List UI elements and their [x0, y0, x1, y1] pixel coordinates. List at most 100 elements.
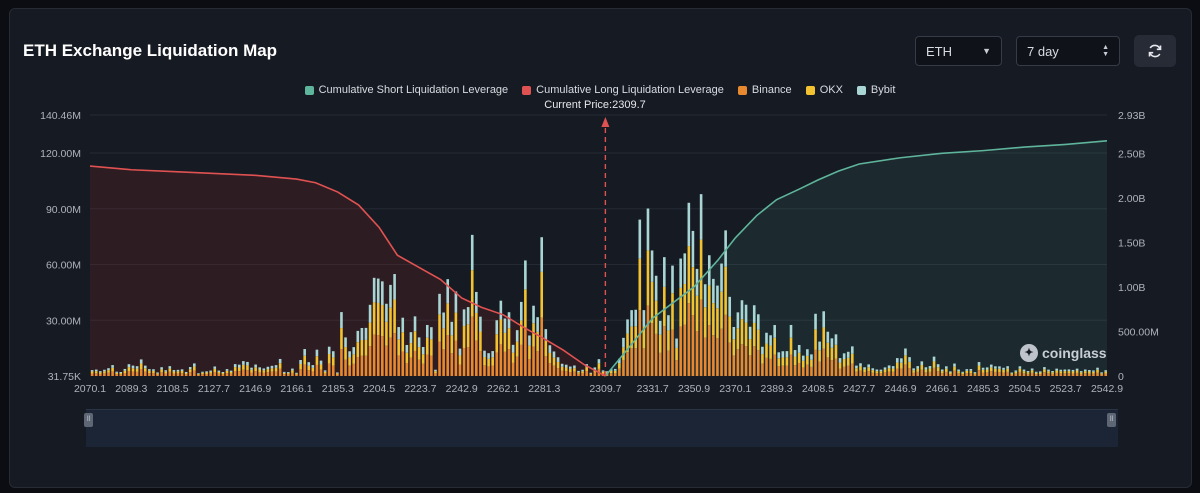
bar-okx — [785, 357, 789, 366]
bar-binance — [671, 329, 674, 376]
left-tick-label: 30.00M — [46, 315, 81, 327]
legend-item-short[interactable]: Cumulative Short Liquidation Leverage — [304, 84, 508, 96]
bar-binance — [421, 363, 425, 376]
bar-bybit — [630, 310, 633, 327]
bar-okx — [221, 372, 225, 375]
bar-okx — [871, 370, 875, 373]
bar-okx — [458, 355, 462, 365]
bar-binance — [838, 368, 842, 376]
bar-binance — [744, 346, 748, 376]
bar-bybit — [430, 327, 433, 340]
bar-binance — [1014, 373, 1018, 376]
bar-okx — [201, 372, 204, 375]
bar-okx — [936, 367, 940, 372]
bar-binance — [99, 373, 102, 376]
refresh-button[interactable] — [1134, 35, 1176, 67]
bar-binance — [413, 350, 417, 376]
bar-okx — [564, 367, 568, 372]
coin-select[interactable]: ETH ▼ — [915, 36, 1002, 66]
bar-okx — [691, 267, 695, 316]
bar-okx — [340, 328, 343, 350]
bar-okx — [671, 293, 674, 330]
bar-okx — [515, 341, 519, 357]
bar-binance — [197, 374, 200, 376]
bar-bybit — [479, 316, 482, 332]
bar-binance — [736, 349, 740, 376]
bar-binance — [221, 374, 225, 376]
bar-binance — [401, 351, 405, 376]
zoom-slider[interactable] — [86, 409, 1118, 447]
bar-okx — [1043, 369, 1046, 373]
bar-binance — [274, 371, 278, 376]
legend-item-binance[interactable]: Binance — [737, 84, 792, 96]
bar-binance — [201, 374, 204, 376]
bar-okx — [405, 352, 409, 363]
bar-binance — [977, 370, 981, 376]
bar-binance — [1022, 373, 1026, 376]
brand-name: coinglass — [1042, 345, 1107, 361]
bar-okx — [953, 366, 956, 371]
bar-binance — [895, 368, 899, 376]
legend-item-okx[interactable]: OKX — [805, 84, 843, 96]
long-cumulative-line — [89, 165, 606, 377]
bar-binance — [1063, 373, 1067, 376]
bar-binance — [462, 348, 466, 376]
bar-okx — [573, 368, 576, 372]
bar-okx — [658, 334, 662, 353]
x-tick-label: 2089.3 — [115, 383, 147, 395]
bar-binance — [720, 328, 723, 376]
bar-binance — [282, 374, 286, 376]
bar-bybit — [842, 353, 846, 360]
bar-binance — [920, 369, 924, 376]
bar-bybit — [912, 368, 915, 371]
bar-binance — [1051, 373, 1054, 376]
bar-bybit — [434, 369, 437, 372]
bar-bybit — [564, 364, 568, 368]
bar-binance — [385, 345, 388, 376]
bar-binance — [826, 357, 830, 376]
bar-bybit — [998, 366, 1001, 369]
bar-okx — [205, 372, 208, 375]
bar-binance — [797, 362, 801, 376]
bar-bybit — [119, 372, 123, 374]
bar-binance — [262, 372, 266, 376]
bar-bybit — [822, 311, 826, 328]
bar-bybit — [1014, 370, 1018, 372]
bar-bybit — [851, 346, 854, 354]
bar-okx — [1063, 371, 1067, 374]
legend-item-bybit[interactable]: Bybit — [856, 84, 895, 96]
bar-bybit — [687, 202, 691, 247]
bar-okx — [242, 364, 245, 370]
bar-bybit — [213, 366, 217, 369]
bar-bybit — [1096, 367, 1099, 370]
bar-bybit — [193, 363, 196, 367]
bar-bybit — [524, 260, 527, 290]
bar-binance — [1026, 373, 1030, 376]
bar-okx — [908, 361, 911, 369]
bar-binance — [593, 372, 597, 376]
bar-binance — [180, 373, 184, 376]
bar-okx — [360, 340, 364, 356]
bar-okx — [883, 369, 887, 373]
bar-okx — [246, 365, 249, 371]
bar-bybit — [928, 366, 932, 369]
bar-bybit — [793, 350, 797, 357]
bar-bybit — [303, 349, 306, 356]
bar-bybit — [887, 365, 891, 369]
zoom-handle-right[interactable]: ll — [1107, 413, 1116, 427]
bar-bybit — [1047, 369, 1050, 372]
range-select[interactable]: 7 day ▲ ▼ — [1016, 36, 1120, 66]
legend-item-long[interactable]: Cumulative Long Liquidation Leverage — [522, 84, 724, 96]
bar-okx — [777, 358, 781, 367]
bar-okx — [932, 361, 936, 368]
bar-binance — [237, 371, 241, 376]
bar-binance — [867, 371, 870, 376]
zoom-handle-left[interactable]: ll — [84, 413, 93, 427]
bar-binance — [270, 371, 274, 376]
bar-bybit — [1002, 367, 1005, 370]
bar-okx — [1022, 371, 1026, 374]
bar-binance — [103, 373, 106, 376]
bar-okx — [585, 367, 588, 372]
bar-okx — [438, 314, 441, 342]
bar-binance — [891, 371, 895, 376]
